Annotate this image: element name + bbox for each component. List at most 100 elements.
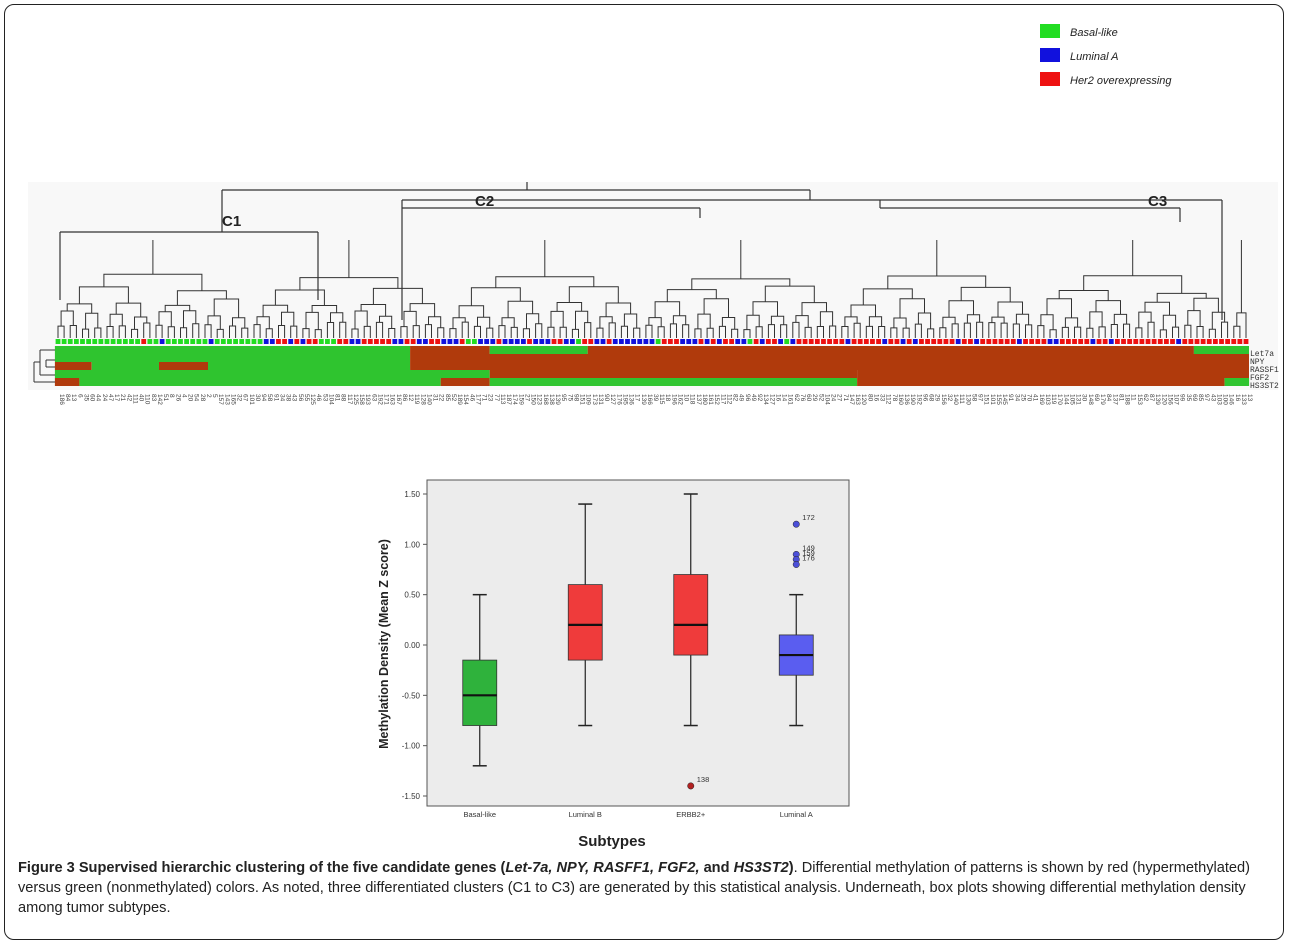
dendrogram-branch xyxy=(388,328,396,338)
boxplot-y-axis-label: Methylation Density (Mean Z score) xyxy=(377,539,391,749)
dendrogram-branch xyxy=(134,316,148,330)
subtype-marker xyxy=(802,339,808,344)
subtype-marker xyxy=(453,339,459,344)
gene-label: NPY xyxy=(1250,358,1265,367)
subtype-marker xyxy=(269,339,275,344)
dendrogram-branch xyxy=(299,277,399,291)
sample-id: 119 xyxy=(1050,394,1057,405)
heatmap-segment xyxy=(91,362,160,370)
sample-id: 104 xyxy=(327,394,334,405)
subtype-marker xyxy=(104,339,110,344)
dendrogram-branch xyxy=(143,322,151,338)
subtype-marker xyxy=(533,339,539,344)
subtype-marker xyxy=(1017,339,1022,344)
dendrogram-branch xyxy=(311,305,338,313)
subtype-marker xyxy=(227,339,232,344)
subtype-marker xyxy=(116,339,122,344)
sample-id: 156 xyxy=(940,394,947,405)
subtype-marker xyxy=(1072,339,1077,344)
sample-id: 143 xyxy=(223,394,230,405)
dendrogram-branch xyxy=(375,321,384,338)
subtype-marker xyxy=(686,339,692,344)
sample-id: 43 xyxy=(291,394,298,402)
subtype-marker xyxy=(643,339,649,344)
subtype-marker xyxy=(141,339,147,344)
dendrogram-branch xyxy=(1040,314,1054,330)
subtype-marker xyxy=(263,339,269,344)
dendrogram-branch xyxy=(654,301,681,318)
dendrogram-branch xyxy=(767,324,775,338)
dendrogram-branch xyxy=(868,316,883,327)
sample-id: 171 xyxy=(383,394,390,405)
subtype-marker xyxy=(1059,339,1065,344)
sample-id: 139 xyxy=(554,394,561,405)
subtype-marker xyxy=(527,339,532,344)
sample-id: 96 xyxy=(921,394,928,402)
sample-id: 23 xyxy=(487,394,494,402)
subtype-marker xyxy=(735,339,741,344)
subtype-marker xyxy=(674,339,679,344)
dendrogram-branch xyxy=(547,326,555,338)
subtype-marker xyxy=(906,339,912,344)
subtype-marker xyxy=(1029,339,1035,344)
caption-body: . Differential methylation of patterns i… xyxy=(18,860,1251,916)
gene-dendrogram xyxy=(33,349,55,383)
sample-id: 34 xyxy=(1013,394,1020,402)
subtype-marker xyxy=(214,339,220,344)
sample-id: 29 xyxy=(811,394,818,402)
outlier-point xyxy=(687,782,695,790)
subtype-marker xyxy=(208,339,214,344)
subtype-marker xyxy=(73,339,79,344)
sample-id: 14 xyxy=(781,394,788,402)
legend-item-luminal-a: Luminal A xyxy=(1040,48,1119,63)
dendrogram-branch xyxy=(507,300,534,318)
sample-id: 128 xyxy=(419,394,426,405)
subtype-marker xyxy=(282,339,287,344)
dendrogram-branch xyxy=(865,325,873,338)
subtype-marker xyxy=(649,339,655,344)
subtype-marker xyxy=(521,339,526,344)
dendrogram-branch xyxy=(158,311,172,327)
subtype-marker xyxy=(894,339,900,344)
sample-id: 151 xyxy=(579,394,586,405)
sample-id: 52 xyxy=(817,394,824,402)
sample-id: 151 xyxy=(983,394,990,405)
sample-id: 173 xyxy=(591,394,598,405)
sample-id: 30 xyxy=(254,394,261,402)
sample-id: 136 xyxy=(903,394,910,405)
heatmap-segment xyxy=(1224,378,1250,386)
sample-id: 81 xyxy=(1117,394,1124,402)
sample-id: 169 xyxy=(1038,394,1045,405)
subtype-marker xyxy=(1023,339,1028,344)
sample-id: 96 xyxy=(744,394,751,402)
dendrogram-branch xyxy=(66,303,93,314)
subtype-marker xyxy=(986,339,992,344)
subtype-marker xyxy=(796,339,802,344)
subtype-marker xyxy=(374,339,379,344)
dendrogram-branch xyxy=(703,298,729,318)
sample-id: 109 xyxy=(585,394,592,405)
subtype-marker xyxy=(637,339,643,344)
dendrogram-branch xyxy=(966,314,981,324)
subtype-marker xyxy=(551,339,557,344)
sample-id: 166 xyxy=(646,394,653,405)
subtype-marker xyxy=(86,339,92,344)
dendrogram-branch xyxy=(207,315,221,330)
heatmap-segment xyxy=(857,378,1225,386)
sample-id: 68 xyxy=(928,394,935,402)
sample-id: 125 xyxy=(309,394,316,405)
subtype-marker xyxy=(625,339,630,344)
subtype-marker xyxy=(980,339,986,344)
sample-id: 10 xyxy=(683,394,690,402)
legend-item-her2: Her2 overexpressing xyxy=(1040,72,1172,87)
dendrogram-branch xyxy=(596,327,604,338)
dendrogram-branch xyxy=(841,326,849,338)
boxplot-x-axis-label: Subtypes xyxy=(578,833,646,850)
subtype-marker xyxy=(747,339,753,344)
sample-id: 60 xyxy=(805,394,812,402)
sample-id: 35 xyxy=(82,394,89,402)
dendrogram-branch xyxy=(718,325,726,338)
dendrogram-branch xyxy=(764,285,815,303)
sample-id: 105 xyxy=(1068,394,1075,405)
sample-id: 144 xyxy=(1062,394,1069,405)
